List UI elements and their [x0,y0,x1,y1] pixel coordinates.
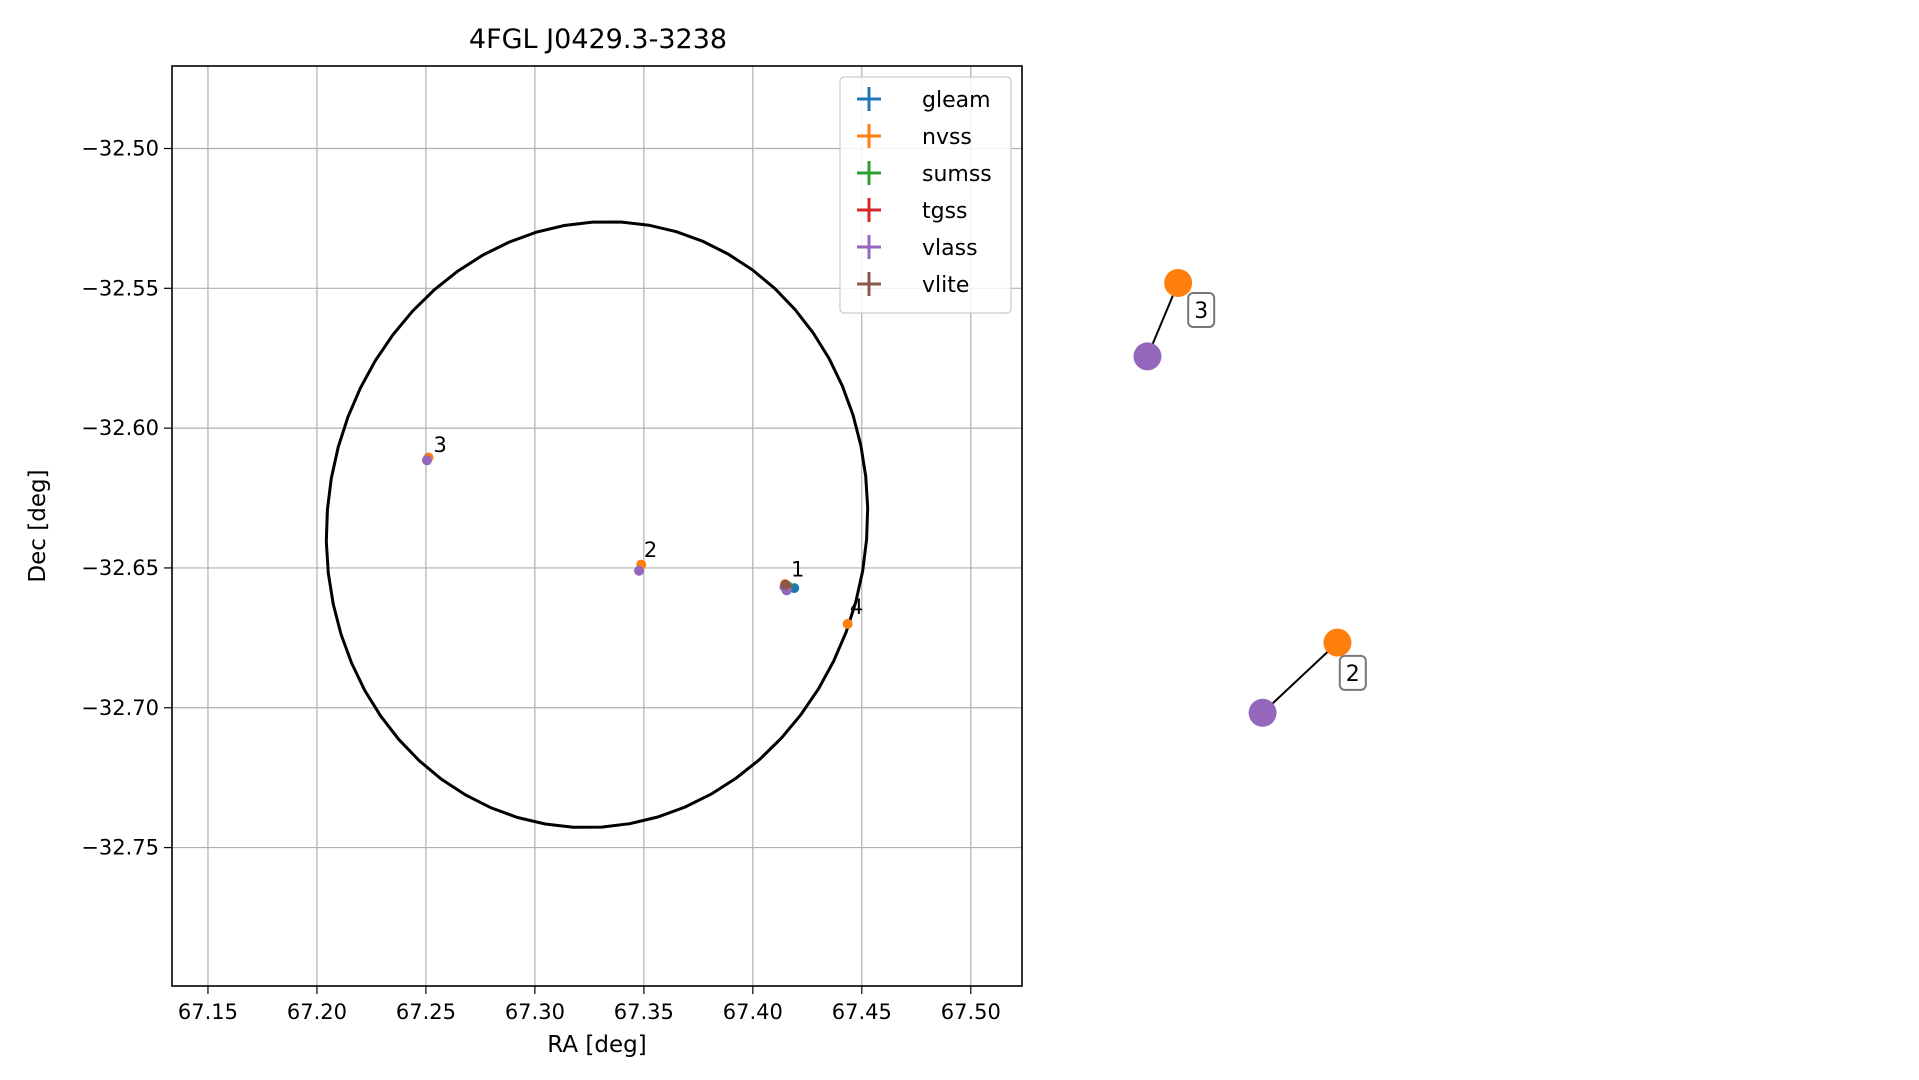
localization-ellipse [324,220,870,829]
legend-item-vlite: vlite [857,272,969,298]
legend-label: gleam [922,88,991,113]
legend-item-vlass: vlass [857,235,978,261]
x-tick-label: 67.25 [396,1000,456,1024]
point-annotation-1: 1 [791,557,804,581]
point-vlass [634,565,645,576]
y-tick-label: −32.65 [81,556,159,580]
legend-label: nvss [922,125,972,150]
legend-item-sumss: sumss [857,161,992,187]
point-vlite [780,579,791,590]
graph-nodes [1133,268,1352,727]
data-points [422,452,853,629]
graph-node-g2-vlass [1248,698,1277,727]
x-tick-label: 67.35 [614,1000,674,1024]
legend-label: tgss [922,199,968,224]
y-tick-label: −32.70 [81,696,159,720]
graph-edge [1261,641,1339,714]
plot-frame [171,65,1023,987]
grid-lines [172,66,1022,986]
y-tick-label: −32.75 [81,836,159,860]
y-tick-label: −32.60 [81,416,159,440]
graph-labels: 3214 [1187,291,1367,691]
y-tick-label: −32.50 [81,136,159,160]
legend-label: vlite [922,273,969,298]
legend-label: vlass [922,236,978,261]
graph-label-box [1187,291,1216,328]
legend-box [839,76,1012,314]
x-tick-label: 67.30 [505,1000,565,1024]
legend-item-nvss: nvss [857,124,972,150]
x-axis-ticks: 67.15 67.20 67.25 67.30 67.35 67.40 67.45 67.50 [178,986,1001,1024]
graph-label-text: 3 [1194,299,1208,324]
localization-ellipse-layer [324,220,870,829]
x-tick-label: 67.40 [723,1000,783,1024]
x-tick-label: 67.15 [178,1000,238,1024]
x-tick-label: 67.45 [832,1000,892,1024]
graph-label-3: 3 [1187,291,1216,328]
point-nvss [842,618,853,629]
y-axis-label: Dec [deg] [25,469,51,582]
legend-item-tgss: tgss [857,198,968,224]
graph-node-g3-nvss [1164,268,1193,297]
graph-label-text: 2 [1346,662,1360,687]
x-tick-label: 67.50 [941,1000,1001,1024]
y-tick-label: −32.55 [81,276,159,300]
y-axis-ticks: −32.50 −32.55 −32.60 −32.65 −32.70 −32.75 [81,136,172,860]
graph-label-box [1338,654,1367,691]
graph-label-2: 2 [1338,654,1367,691]
x-axis-label: RA [deg] [547,1032,646,1058]
point-vlass [422,455,432,466]
legend-item-gleam: gleam [857,87,991,113]
graph-node-g2-nvss [1323,628,1352,657]
network-graph-panel: 3214 [1133,268,1367,727]
point-annotations: 1 2 3 4 [434,433,864,619]
point-annotation-2: 2 [644,538,657,562]
chart-title: 4FGL J0429.3-3238 [469,24,727,55]
x-tick-label: 67.20 [287,1000,347,1024]
point-annotation-4: 4 [850,595,863,619]
point-annotation-3: 3 [434,433,447,457]
graph-node-g3-vlass [1133,342,1162,371]
legend-label: sumss [922,162,992,187]
legend: gleam nvss sumss tgss vlass vlite [839,76,1012,314]
graph-edges [1146,282,1339,714]
